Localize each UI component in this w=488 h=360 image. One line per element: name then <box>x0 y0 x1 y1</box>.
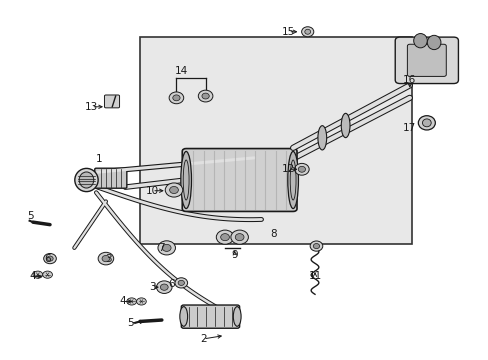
Text: 16: 16 <box>403 75 416 85</box>
Text: 3: 3 <box>105 253 111 264</box>
FancyBboxPatch shape <box>394 37 458 84</box>
Ellipse shape <box>313 243 319 249</box>
Text: 4: 4 <box>30 271 36 282</box>
Ellipse shape <box>160 284 168 290</box>
Text: 5: 5 <box>127 318 133 328</box>
Text: 17: 17 <box>403 123 416 133</box>
FancyBboxPatch shape <box>407 44 446 76</box>
Text: 15: 15 <box>281 27 294 37</box>
Text: 6: 6 <box>44 253 51 264</box>
Text: 3: 3 <box>148 282 155 292</box>
Text: 14: 14 <box>174 66 187 76</box>
Ellipse shape <box>43 253 56 264</box>
Circle shape <box>126 298 136 305</box>
Ellipse shape <box>341 113 349 138</box>
Ellipse shape <box>304 29 310 34</box>
Ellipse shape <box>169 186 178 194</box>
Text: 11: 11 <box>308 271 321 282</box>
Text: 4: 4 <box>120 296 126 306</box>
Ellipse shape <box>220 234 229 241</box>
Text: 6: 6 <box>168 279 175 289</box>
Ellipse shape <box>75 168 98 192</box>
Text: 1: 1 <box>95 154 102 163</box>
Ellipse shape <box>172 95 180 101</box>
Ellipse shape <box>158 241 175 255</box>
Ellipse shape <box>178 280 184 285</box>
Text: 12: 12 <box>281 164 294 174</box>
Ellipse shape <box>233 307 241 326</box>
Circle shape <box>42 271 52 278</box>
Ellipse shape <box>294 163 308 175</box>
Text: 7: 7 <box>158 243 165 253</box>
Ellipse shape <box>309 241 322 251</box>
Text: 10: 10 <box>145 186 158 196</box>
Ellipse shape <box>79 172 94 188</box>
Ellipse shape <box>422 119 430 127</box>
FancyBboxPatch shape <box>95 168 126 188</box>
Ellipse shape <box>202 93 209 99</box>
Ellipse shape <box>230 230 248 244</box>
Ellipse shape <box>198 90 212 102</box>
Text: 2: 2 <box>200 334 206 344</box>
Ellipse shape <box>298 166 305 172</box>
Ellipse shape <box>427 35 440 50</box>
Text: 8: 8 <box>270 229 276 239</box>
Ellipse shape <box>181 152 191 208</box>
Ellipse shape <box>317 126 326 150</box>
Ellipse shape <box>301 27 313 37</box>
Text: 13: 13 <box>84 102 98 112</box>
Circle shape <box>33 271 42 278</box>
Ellipse shape <box>156 281 172 293</box>
Circle shape <box>136 298 146 305</box>
Ellipse shape <box>413 33 427 48</box>
Ellipse shape <box>175 278 187 288</box>
Ellipse shape <box>180 307 187 326</box>
Ellipse shape <box>165 183 183 197</box>
Ellipse shape <box>162 244 171 251</box>
Ellipse shape <box>169 92 183 104</box>
Ellipse shape <box>47 256 53 261</box>
Ellipse shape <box>235 234 244 241</box>
FancyBboxPatch shape <box>182 149 296 211</box>
FancyBboxPatch shape <box>104 95 119 108</box>
Bar <box>140 37 411 244</box>
Text: 5: 5 <box>27 211 34 221</box>
Ellipse shape <box>102 256 110 262</box>
Ellipse shape <box>98 252 114 265</box>
FancyBboxPatch shape <box>181 305 239 328</box>
Text: 9: 9 <box>231 250 238 260</box>
Ellipse shape <box>287 152 298 208</box>
Ellipse shape <box>417 116 434 130</box>
Ellipse shape <box>216 230 233 244</box>
